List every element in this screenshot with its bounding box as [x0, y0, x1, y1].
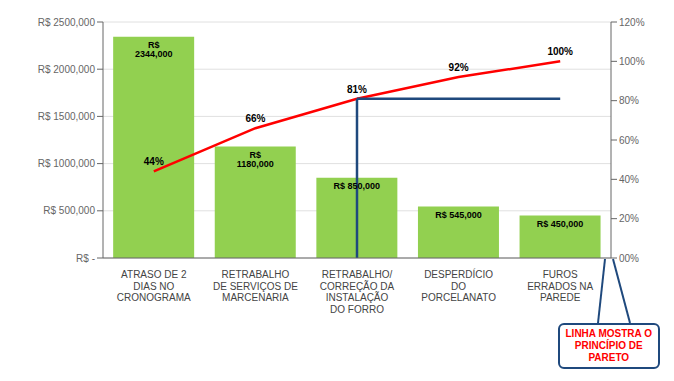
svg-text:RETRABALHODE SERVIÇOS DEMARCEN: RETRABALHODE SERVIÇOS DEMARCENARIA [213, 269, 298, 303]
svg-text:60%: 60% [619, 135, 639, 146]
svg-text:R$ 450,000: R$ 450,000 [537, 219, 584, 229]
svg-text:40%: 40% [619, 174, 639, 185]
svg-text:20%: 20% [619, 213, 639, 224]
svg-text:44%: 44% [144, 156, 164, 167]
svg-text:DESPERDÍCIODOPORCELANATO: DESPERDÍCIODOPORCELANATO [421, 268, 496, 303]
svg-text:R$ 1500,000: R$ 1500,000 [38, 111, 96, 122]
svg-text:R$ 500,000: R$ 500,000 [43, 205, 95, 216]
svg-text:92%: 92% [449, 62, 469, 73]
svg-text:66%: 66% [245, 113, 265, 124]
svg-text:00%: 00% [619, 253, 639, 264]
svg-text:R$ 1000,000: R$ 1000,000 [38, 158, 96, 169]
svg-text:R$1180,000: R$1180,000 [237, 150, 274, 169]
svg-text:81%: 81% [347, 84, 367, 95]
html-text:LINHA MOSTRA O PRINCÍPIO DE PA: LINHA MOSTRA O PRINCÍPIO DE PARETO [565, 328, 652, 363]
svg-text:120%: 120% [619, 17, 645, 28]
svg-text:R$ 2500,000: R$ 2500,000 [38, 17, 96, 28]
svg-text:RETRABALHO/CORREÇÃO DAINSTALAÇ: RETRABALHO/CORREÇÃO DAINSTALAÇÃODO FORRO [320, 269, 395, 315]
svg-text:FUROSERRADOS NAPAREDE: FUROSERRADOS NAPAREDE [527, 269, 593, 303]
svg-text:R$2344,000: R$2344,000 [135, 40, 173, 59]
svg-text:100%: 100% [547, 46, 573, 57]
svg-text:ATRASO DE 2DIAS NOCRONOGRAMA: ATRASO DE 2DIAS NOCRONOGRAMA [117, 269, 191, 303]
svg-text:80%: 80% [619, 95, 639, 106]
svg-text:R$ 2000,000: R$ 2000,000 [38, 64, 96, 75]
svg-text:R$ -: R$ - [76, 253, 95, 264]
svg-text:R$ 850,000: R$ 850,000 [334, 181, 381, 191]
svg-text:100%: 100% [619, 56, 645, 67]
svg-text:R$ 545,000: R$ 545,000 [435, 210, 482, 220]
